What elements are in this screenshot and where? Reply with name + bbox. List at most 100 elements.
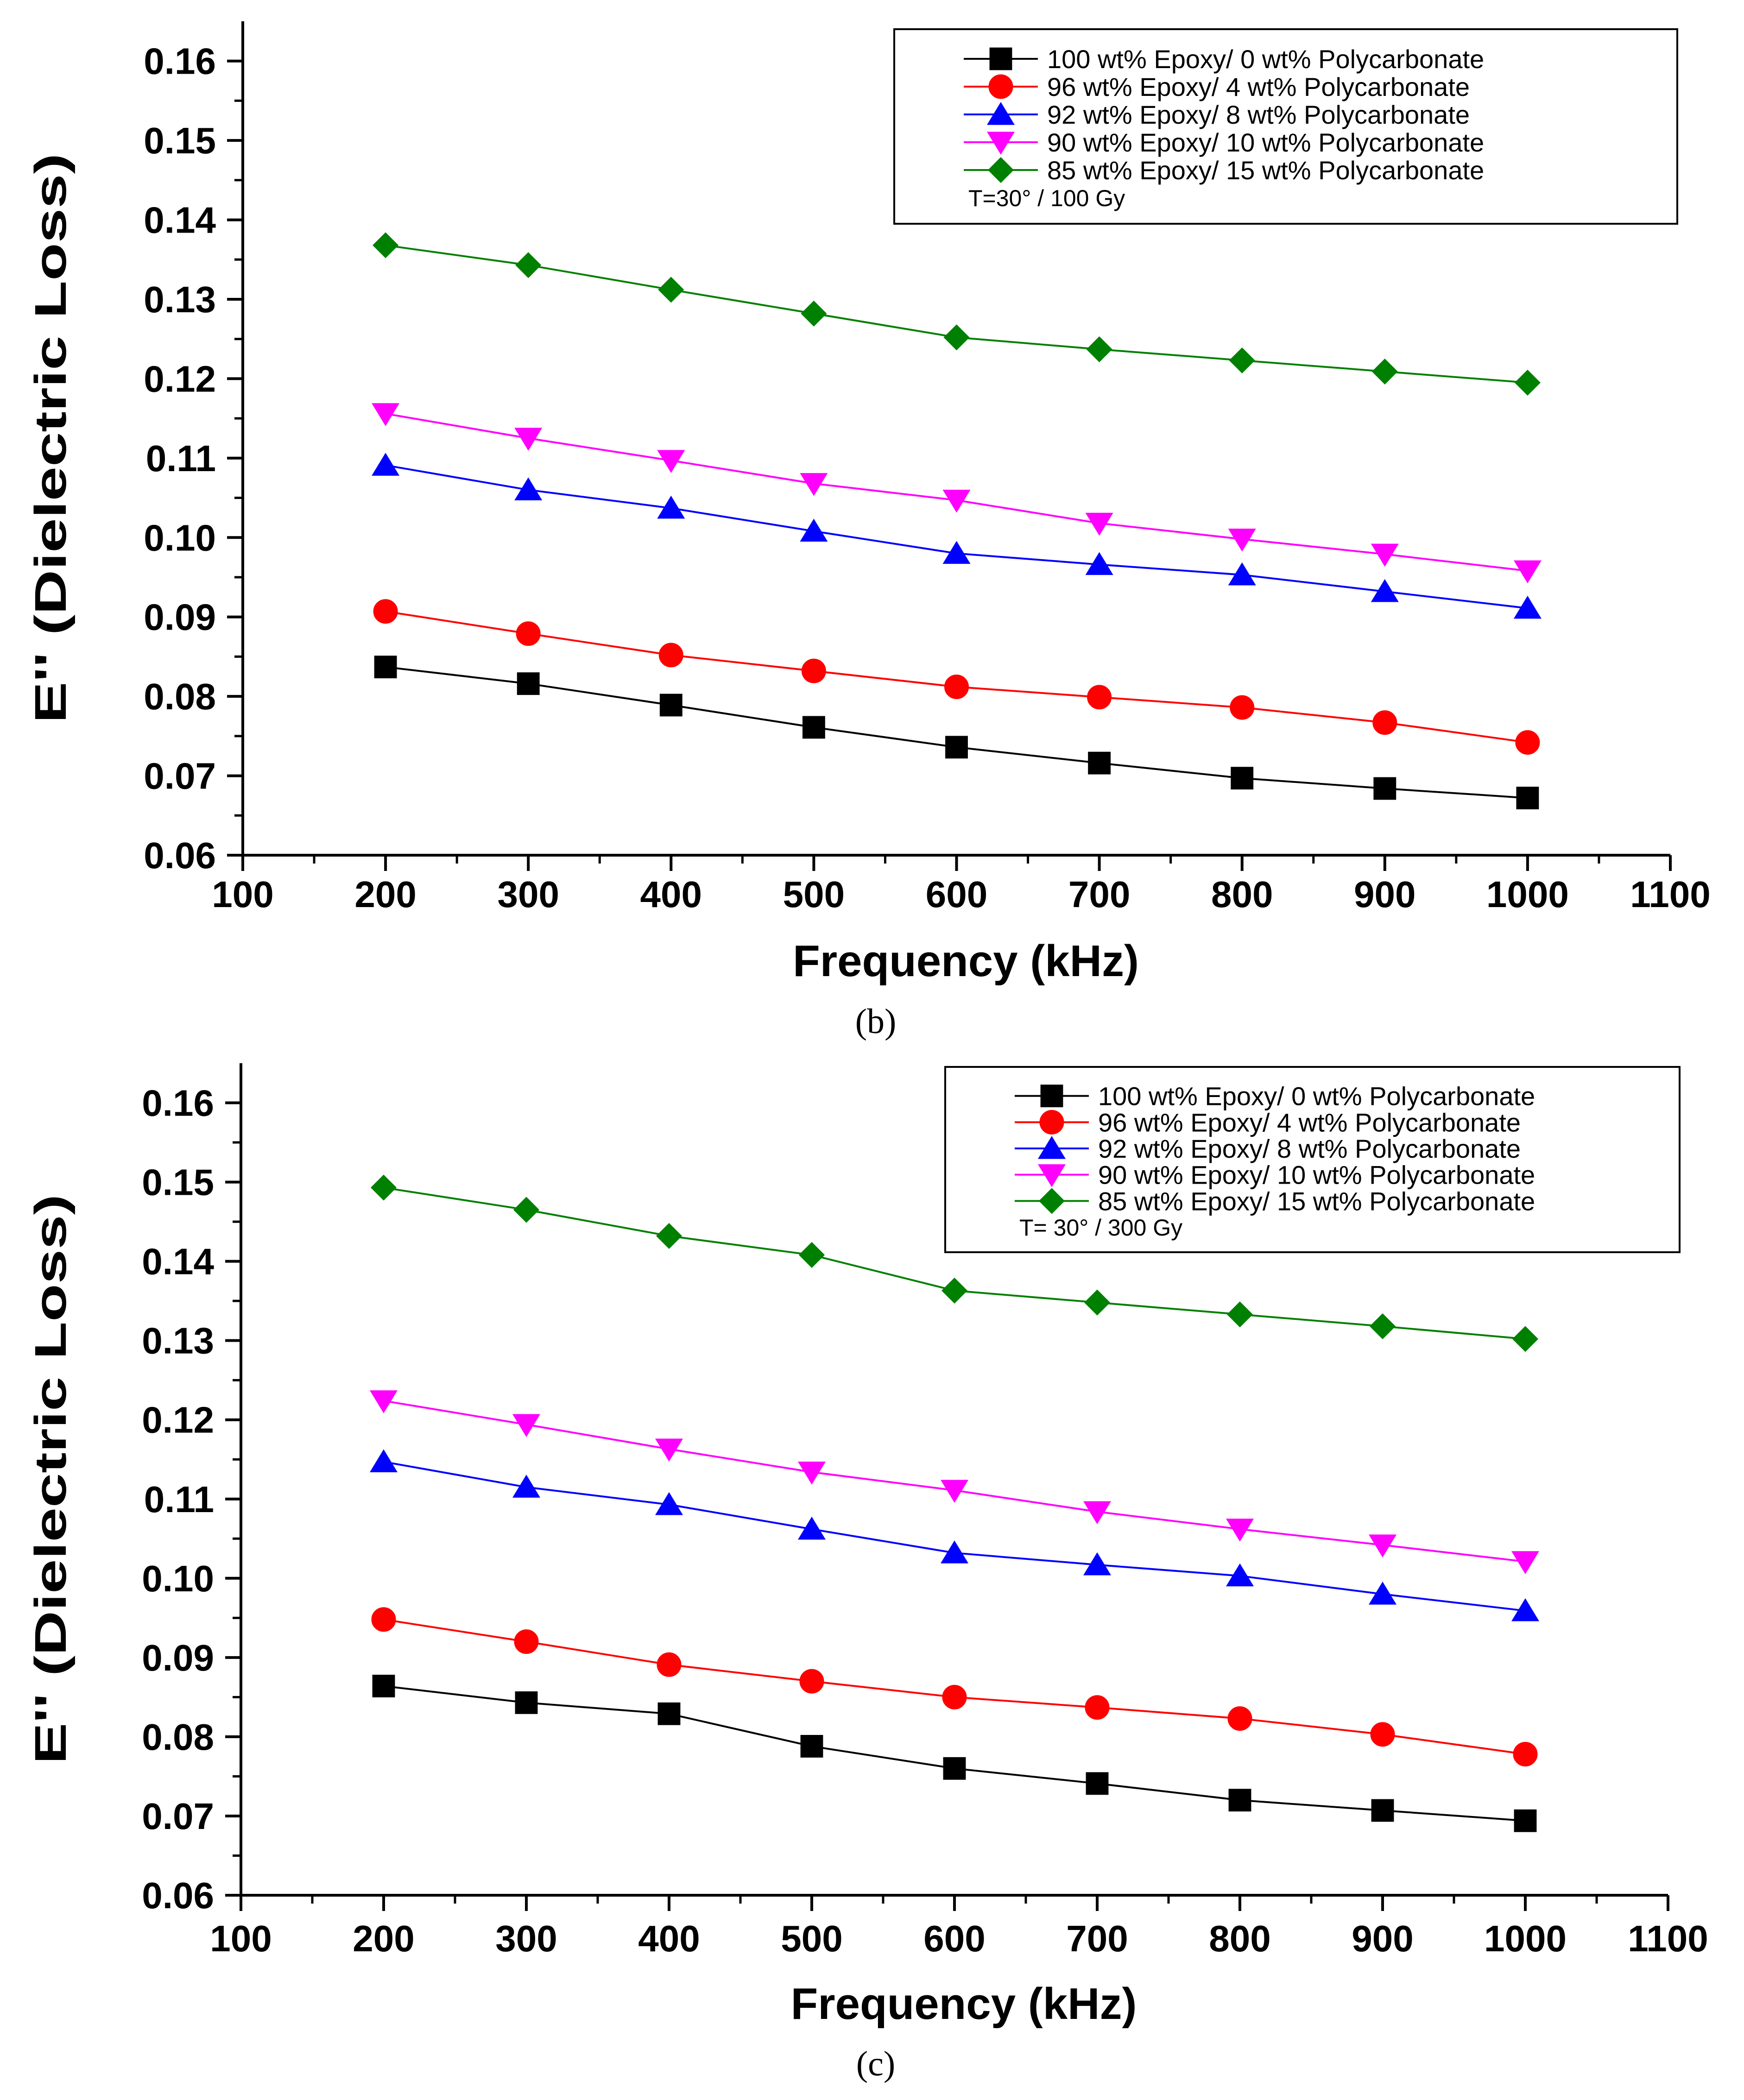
data-point	[1511, 1598, 1540, 1621]
x-tick-label: 200	[354, 874, 416, 915]
data-point	[800, 473, 828, 496]
x-tick-label: 700	[1066, 1918, 1128, 1959]
chart-panel-c: 100 200 300 400 500 600 700 800 900 1000 1100 0.06 0…	[26, 1063, 1708, 2083]
x-axis-title: Frequency (kHz)	[793, 936, 1139, 986]
data-point	[1226, 1519, 1254, 1542]
series-4	[370, 1174, 1539, 1352]
x-tick-label: 100	[210, 1918, 272, 1959]
data-point	[801, 658, 826, 683]
legend-swatch-marker	[988, 74, 1013, 99]
data-point	[655, 1438, 683, 1462]
data-point	[1372, 710, 1397, 735]
legend-entry: 90 wt% Epoxy/ 10 wt% Polycarbonate	[1047, 128, 1484, 157]
data-point	[799, 1669, 824, 1694]
panel-label: (c)	[856, 2044, 895, 2083]
legend-swatch-marker	[1037, 1164, 1066, 1187]
y-tick-label: 0.10	[142, 1558, 214, 1599]
legend-entry: 100 wt% Epoxy/ 0 wt% Polycarbonate	[1047, 44, 1484, 74]
series-0	[374, 656, 1539, 809]
legend-entry: 85 wt% Epoxy/ 15 wt% Polycarbonate	[1047, 156, 1484, 185]
x-tick-label: 300	[495, 1918, 557, 1959]
data-point	[657, 450, 685, 473]
x-tick-label: 400	[638, 1918, 700, 1959]
y-tick-label: 0.15	[144, 120, 216, 161]
data-point	[1085, 512, 1113, 536]
y-tick-label: 0.12	[142, 1400, 214, 1441]
y-tick-label: 0.08	[144, 676, 216, 717]
x-tick-label: 600	[923, 1918, 985, 1959]
condition-annotation: T= 30° / 300 Gy	[1019, 1215, 1182, 1241]
data-point	[800, 518, 828, 542]
data-point	[373, 599, 398, 624]
data-point	[658, 643, 683, 668]
data-point	[515, 252, 542, 278]
data-point	[1228, 529, 1256, 552]
data-point	[371, 1607, 396, 1632]
data-point	[797, 1462, 826, 1485]
data-point	[514, 477, 543, 501]
data-point	[513, 1197, 540, 1223]
series-4	[373, 232, 1541, 396]
y-tick-label: 0.06	[144, 835, 216, 876]
data-point	[1368, 1534, 1397, 1558]
data-point	[370, 1174, 397, 1201]
y-tick-label: 0.15	[142, 1162, 214, 1203]
data-point	[1512, 1326, 1539, 1352]
y-tick-label: 0.13	[142, 1320, 214, 1362]
data-point	[1228, 562, 1256, 586]
x-tick-label: 900	[1352, 1918, 1413, 1959]
legend-swatch-marker	[1040, 1085, 1063, 1108]
data-point	[655, 1492, 683, 1515]
data-point	[369, 1449, 398, 1472]
condition-annotation: T=30° / 100 Gy	[968, 185, 1125, 211]
data-point	[1514, 369, 1541, 396]
legend-swatch-marker	[987, 157, 1014, 183]
x-tick-label: 800	[1211, 874, 1273, 915]
data-point	[512, 1414, 541, 1437]
series-line	[385, 244, 1528, 384]
data-point	[657, 1702, 681, 1725]
data-point	[800, 1735, 823, 1758]
data-point	[943, 324, 970, 351]
data-point	[514, 428, 543, 451]
y-tick-label: 0.09	[144, 597, 216, 638]
x-tick-label: 600	[926, 874, 987, 915]
y-tick-label: 0.11	[144, 1479, 214, 1520]
data-point	[657, 495, 685, 519]
legend-swatch-marker	[1039, 1110, 1064, 1135]
x-tick-label: 300	[497, 874, 559, 915]
data-point	[1083, 1552, 1112, 1576]
data-point	[1226, 1301, 1253, 1328]
chart-panel-b: 100 200 300 400 500 600 700 800 900 1000 1100 0.06 0…	[26, 21, 1711, 1041]
legend-swatch-marker	[986, 132, 1015, 155]
data-point	[1226, 1563, 1254, 1587]
data-point	[942, 490, 971, 513]
series-3	[369, 1390, 1540, 1574]
x-tick-label: 1100	[1628, 1918, 1708, 1959]
legend-entry: 92 wt% Epoxy/ 8 wt% Polycarbonate	[1098, 1134, 1521, 1163]
data-point	[1368, 1582, 1397, 1605]
x-tick-label: 800	[1209, 1918, 1270, 1959]
x-tick-label: 100	[212, 874, 273, 915]
y-tick-label: 0.11	[146, 438, 216, 479]
series-1	[371, 1607, 1538, 1767]
data-point	[942, 1684, 967, 1709]
data-point	[659, 694, 682, 717]
data-point	[1513, 595, 1542, 619]
data-point	[1227, 1706, 1252, 1731]
data-point	[1513, 1742, 1538, 1767]
data-point	[1371, 543, 1399, 567]
data-point	[372, 403, 400, 426]
y-tick-label: 0.12	[144, 358, 216, 399]
data-point	[517, 672, 540, 695]
data-point	[945, 736, 968, 759]
data-point	[1085, 552, 1113, 575]
legend-entry: 96 wt% Epoxy/ 4 wt% Polycarbonate	[1098, 1108, 1521, 1137]
data-point	[940, 1480, 969, 1503]
data-point	[941, 1277, 968, 1304]
data-point	[1230, 695, 1255, 720]
legend-entry: 96 wt% Epoxy/ 4 wt% Polycarbonate	[1047, 72, 1470, 101]
data-point	[1231, 767, 1254, 790]
x-tick-label: 200	[353, 1918, 414, 1959]
